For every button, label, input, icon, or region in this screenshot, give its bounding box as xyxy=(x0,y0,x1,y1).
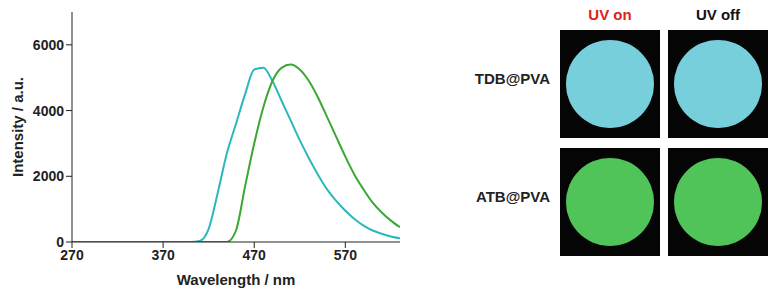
html-text:ATB@PVA: ATB@PVA xyxy=(475,188,550,205)
html-text:UV on: UV on xyxy=(588,6,632,23)
svg-text:0: 0 xyxy=(56,234,64,250)
html-text:UV off: UV off xyxy=(695,6,741,23)
svg-text:570: 570 xyxy=(334,247,358,263)
svg-text:2000: 2000 xyxy=(33,168,64,184)
svg-text:370: 370 xyxy=(151,247,175,263)
svg-text:6000: 6000 xyxy=(33,37,64,53)
svg-text:Intensity / a.u.: Intensity / a.u. xyxy=(9,77,26,177)
svg-text:4000: 4000 xyxy=(33,103,64,119)
svg-text:Wavelength / nm: Wavelength / nm xyxy=(177,271,296,288)
html-text:TDB@PVA: TDB@PVA xyxy=(474,70,550,87)
svg-text:270: 270 xyxy=(60,246,84,263)
svg-text:470: 470 xyxy=(243,247,267,263)
